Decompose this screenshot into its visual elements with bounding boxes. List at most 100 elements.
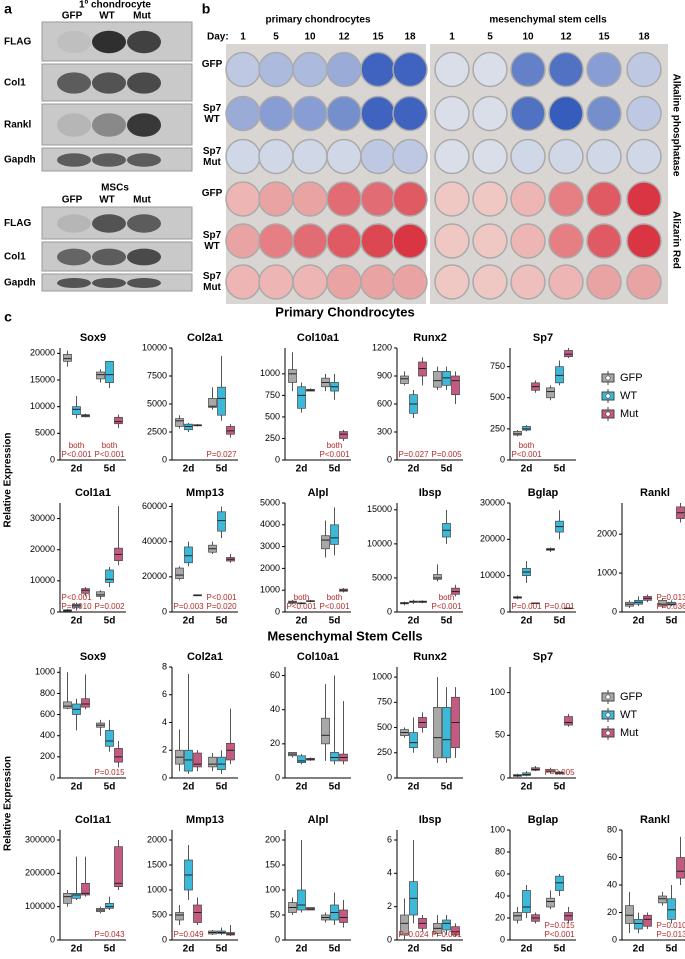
p-value-note: P=0.015 [544, 921, 575, 930]
well [258, 95, 294, 132]
box [513, 912, 522, 921]
p-value-note: P=0.013 [656, 593, 685, 602]
panel-label: b [202, 1, 211, 17]
row-label: GFP [201, 188, 223, 199]
box [546, 387, 555, 399]
chart-title: Col2a1 [187, 651, 223, 663]
lane-label: GFP [62, 195, 83, 206]
y-tick-label: 0 [387, 934, 392, 944]
y-tick-label: 1000 [260, 368, 280, 378]
well [326, 264, 362, 300]
blot-band [92, 248, 126, 266]
legend-dot [605, 712, 611, 718]
box [676, 857, 685, 879]
x-tick-label: 5d [441, 464, 453, 475]
lane-label: Mut [133, 11, 151, 22]
x-tick-label: 2d [71, 464, 83, 475]
legend-label: Mut [620, 727, 638, 739]
y-tick-label: 300000 [25, 834, 55, 844]
blot-row-label: Gapdh [4, 278, 36, 289]
x-tick-label: 5d [104, 464, 116, 475]
blot-band [57, 113, 91, 137]
y-tick-label: 2000 [260, 563, 280, 573]
blot-title: MSCs [101, 183, 129, 194]
box [105, 569, 114, 583]
y-tick-label: 60000 [142, 501, 167, 511]
x-tick-label: 5d [441, 782, 453, 793]
well [548, 95, 584, 132]
y-tick-label: 2500 [147, 426, 167, 436]
box [451, 375, 460, 396]
lane-label: GFP [62, 11, 83, 22]
p-value-note: P<0.001 [286, 602, 317, 611]
box [658, 895, 667, 904]
box [193, 904, 202, 923]
y-tick-label: 0 [387, 454, 392, 464]
y-tick-label: 2 [162, 745, 167, 755]
box [400, 914, 409, 936]
x-tick-label: 2d [71, 616, 83, 627]
well [586, 264, 622, 300]
well [360, 51, 396, 88]
y-tick-label: 400 [40, 730, 55, 740]
well [586, 95, 622, 132]
y-tick-label: 0 [162, 606, 167, 616]
legend-dot [605, 375, 611, 381]
stain-label: Alkaline phosphatase [670, 74, 681, 177]
blot-row-label: FLAG [4, 218, 31, 229]
box [400, 375, 409, 384]
y-tick-label: 200 [265, 834, 280, 844]
x-tick-label: 2d [408, 616, 420, 627]
y-tick-label: 250 [377, 747, 392, 757]
box [564, 350, 573, 358]
chart-title: Col10a1 [297, 332, 339, 344]
y-tick-label: 0 [275, 934, 280, 944]
p-value-note: P=0.005 [544, 768, 575, 777]
box [555, 875, 564, 891]
chart-title: Rankl [640, 814, 670, 826]
y-tick-label: 20000 [480, 534, 505, 544]
x-tick-label: 5d [329, 464, 341, 475]
box [522, 426, 531, 431]
well [548, 51, 584, 88]
y-tick-label: 1000 [372, 671, 392, 681]
blot-row-label: Col1 [4, 78, 26, 89]
y-tick-label: 80 [607, 824, 617, 834]
day-label: 12 [338, 32, 350, 43]
well [360, 95, 396, 132]
x-tick-label: 2d [521, 782, 533, 793]
blot-band [127, 30, 161, 54]
y-tick-label: 10000 [480, 570, 505, 580]
p-value-note: both [439, 593, 455, 602]
day-label: 10 [522, 32, 534, 43]
x-tick-label: 5d [666, 944, 678, 955]
y-tick-label: 100 [265, 884, 280, 894]
y-tick-label: 4 [162, 717, 167, 727]
p-value-note: P=0.001 [544, 602, 575, 611]
y-tick-label: 60 [607, 852, 617, 862]
well [360, 264, 396, 300]
y-tick-label: 0 [162, 772, 167, 782]
well [258, 223, 294, 259]
day-label: 1 [449, 32, 455, 43]
well [292, 51, 328, 88]
well [626, 181, 662, 217]
y-tick-label: 600 [377, 398, 392, 408]
y-tick-label: 0 [612, 934, 617, 944]
box [433, 574, 442, 580]
well [225, 95, 261, 132]
p-value-note: P=0.027 [206, 450, 237, 459]
y-tick-label: 500 [490, 392, 505, 402]
well [258, 264, 294, 300]
blot-title: 1º chondrocyte [79, 0, 151, 11]
box [451, 926, 460, 936]
well [472, 223, 508, 259]
y-tick-label: 7500 [147, 370, 167, 380]
well [392, 95, 428, 132]
y-tick-label: 40 [607, 879, 617, 889]
p-value-note: both [327, 441, 343, 450]
y-tick-label: 0 [500, 606, 505, 616]
y-tick-label: 0 [50, 934, 55, 944]
well [626, 51, 662, 88]
